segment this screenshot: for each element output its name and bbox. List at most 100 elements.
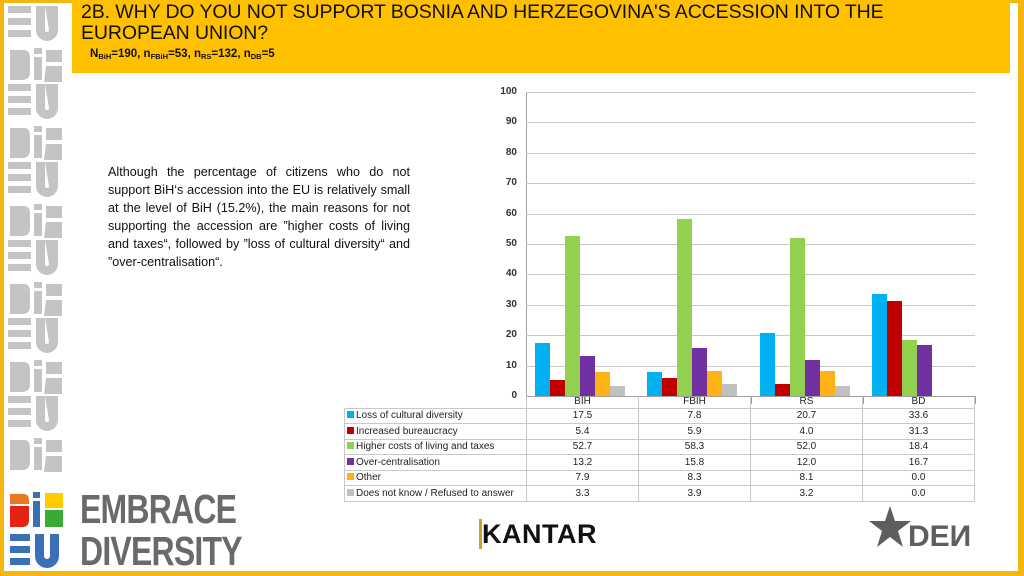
table-cell: 15.8	[638, 454, 751, 471]
legend-label: Higher costs of living and taxes	[344, 438, 527, 455]
bar	[901, 340, 917, 396]
gridline	[526, 152, 975, 154]
table-corner	[345, 396, 527, 408]
chart-data-table: BIH FBIH RS BD Loss of cultural diversit…	[344, 396, 975, 502]
y-tick-label: 0	[511, 390, 517, 401]
gridline	[526, 183, 975, 185]
bar	[707, 370, 723, 396]
y-tick-label: 70	[505, 177, 517, 189]
y-tick-label: 80	[505, 146, 517, 158]
bar	[722, 384, 738, 396]
bar	[580, 355, 595, 396]
den-logo: DEИ	[869, 506, 971, 553]
sample-value: =190,	[111, 48, 144, 60]
summary-paragraph: Although the percentage of citizens who …	[108, 165, 410, 269]
legend-swatch-icon	[347, 442, 354, 450]
table-cell: 5.9	[638, 423, 751, 440]
table-cell: 31.3	[862, 423, 975, 440]
sample-value: =5	[261, 48, 275, 60]
legend-label: Over-centralisation	[344, 454, 527, 471]
y-tick-label: 50	[505, 238, 517, 249]
bar	[550, 379, 565, 396]
kantar-rest: ANTAR	[502, 519, 597, 549]
gridline	[526, 365, 975, 367]
frame-right-border	[1018, 0, 1024, 576]
legend-swatch-icon	[347, 411, 354, 419]
page-title: 2B. WHY DO YOU NOT SUPPORT BOSNIA AND HE…	[81, 2, 884, 44]
bar	[692, 347, 708, 396]
kantar-logo: KANTAR	[479, 519, 597, 550]
title-banner: 2B. WHY DO YOU NOT SUPPORT BOSNIA AND HE…	[72, 0, 1010, 73]
sample-label: n	[143, 48, 151, 60]
y-tick-label: 100	[500, 86, 517, 97]
table-cell: 0.0	[862, 469, 975, 486]
embrace-diversity-wordmark: EMBRACE DIVERSITY	[80, 486, 243, 574]
sample-value: =53,	[168, 48, 194, 60]
sample-sizes: NBiH=190, nFBiH=53, nRS=132, nDB=5	[90, 48, 275, 61]
table-cell: 16.7	[862, 454, 975, 471]
bar	[565, 235, 580, 396]
embrace-word: EMBRACE	[80, 486, 237, 532]
legend-swatch-icon	[347, 488, 354, 496]
bar	[834, 386, 850, 396]
sample-sub: RS	[201, 52, 212, 61]
bar	[647, 372, 663, 396]
y-tick-label: 40	[505, 268, 517, 280]
bar	[595, 371, 610, 396]
sample-sub: DB	[250, 52, 262, 61]
table-row: Does not know / Refused to answer 3.3 3.9 3…	[344, 485, 975, 502]
bar	[535, 342, 550, 396]
column-header: RS	[750, 396, 863, 409]
bar	[804, 359, 820, 396]
legend-swatch-icon	[347, 426, 354, 434]
bar	[886, 300, 902, 396]
legend-label: Loss of cultural diversity	[344, 407, 527, 424]
table-cell: 33.6	[862, 407, 975, 424]
table-cell: 7.8	[638, 407, 751, 424]
table-cell: 4.0	[750, 423, 863, 440]
category-tick	[975, 396, 976, 404]
gridline	[526, 335, 975, 337]
gridline	[526, 244, 975, 245]
bar	[759, 333, 775, 396]
table-header-row: BIH FBIH RS BD	[345, 396, 975, 409]
gridline	[526, 213, 975, 215]
gridline	[526, 274, 975, 276]
bar	[677, 218, 693, 396]
bar	[789, 237, 805, 396]
diversity-word: DIVERSITY	[80, 528, 243, 574]
legend-label: Does not know / Refused to answer	[344, 485, 527, 502]
table-cell: 3.2	[750, 485, 863, 502]
title-line-2: EUROPEAN UNION?	[81, 22, 269, 44]
table-cell: 3.9	[638, 485, 751, 502]
frame-left-border	[0, 0, 4, 576]
table-row: Over-centralisation 13.2 15.8 12.0 16.7	[344, 454, 975, 471]
gridline	[526, 304, 975, 306]
table-row: Other 7.9 8.3 8.1 0.0	[344, 469, 975, 486]
legend-swatch-icon	[347, 457, 354, 465]
table-cell: 12.0	[750, 454, 863, 471]
bar	[819, 371, 835, 396]
table-row: Loss of cultural diversity 17.5 7.8 20.7 33.…	[344, 407, 975, 424]
table-cell: 13.2	[526, 454, 639, 471]
table-cell: 8.3	[638, 469, 751, 486]
column-header: BIH	[526, 396, 639, 409]
bar-chart: 0 10 20 30 40 50 60 70 80 90 100	[480, 80, 1000, 420]
embrace-diversity-logo	[10, 492, 63, 568]
bar	[610, 385, 625, 396]
table-cell: 5.4	[526, 423, 639, 440]
sample-label: n	[243, 48, 251, 60]
y-tick-label: 30	[505, 298, 517, 310]
table-cell: 52.7	[526, 438, 639, 455]
bih-eu-pattern-decoration	[8, 6, 62, 472]
kantar-k: K	[479, 519, 502, 549]
y-tick-label: 10	[505, 359, 517, 371]
sample-sub: BiH	[98, 52, 112, 61]
legend-label: Other	[344, 469, 527, 486]
y-tick-label: 90	[505, 116, 517, 128]
title-line-1: 2B. WHY DO YOU NOT SUPPORT BOSNIA AND HE…	[81, 1, 884, 23]
table-cell: 58.3	[638, 438, 751, 455]
gridline	[526, 122, 975, 124]
gridline	[526, 92, 975, 93]
column-header: BD	[862, 396, 975, 409]
